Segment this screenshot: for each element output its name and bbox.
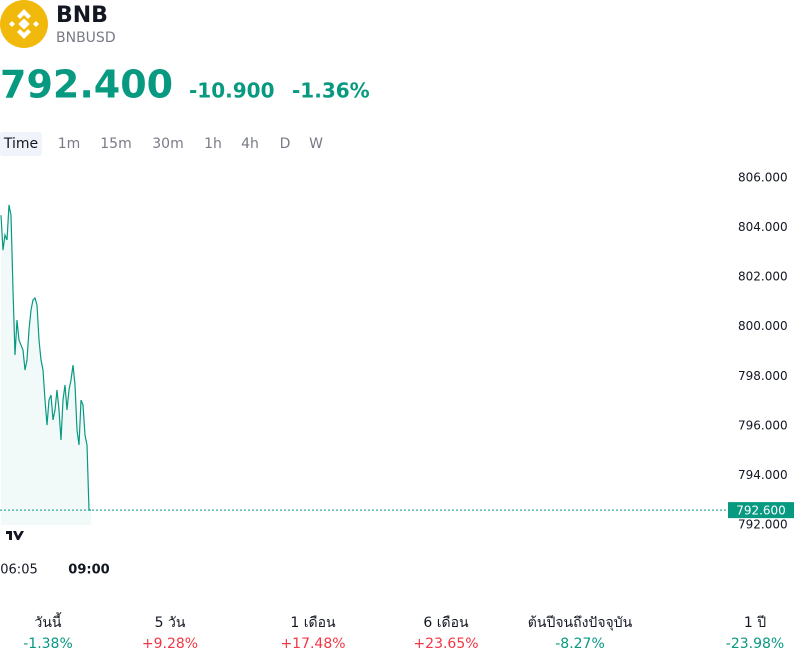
period-label[interactable]: 1 ปี	[744, 615, 766, 631]
period-label[interactable]: ต้นปีจนถึงปัจจุบัน	[528, 615, 633, 631]
period-value: +9.28%	[142, 636, 198, 652]
active-tab-bg	[0, 132, 42, 156]
interval-tab[interactable]: 1m	[58, 136, 81, 152]
y-tick-label: 804.000	[738, 220, 788, 234]
interval-tab[interactable]: Time	[3, 136, 38, 152]
ticker: BNBUSD	[56, 30, 116, 46]
period-label[interactable]: 6 เดือน	[423, 615, 469, 631]
period-label[interactable]: 1 เดือน	[290, 615, 336, 631]
tv-logo	[1, 523, 27, 549]
y-tick-label: 794.000	[738, 468, 788, 482]
y-tick-label: 802.000	[738, 270, 788, 284]
period-label[interactable]: 5 วัน	[155, 615, 186, 631]
period-value: -23.98%	[726, 636, 784, 652]
x-tick-label: 06:05	[0, 563, 37, 578]
y-tick-label: 800.000	[738, 319, 788, 333]
logo	[0, 0, 48, 48]
x-tick-label: 09:00	[68, 563, 109, 578]
price: 792.400	[0, 63, 173, 107]
y-tick-label: 792.000	[738, 518, 788, 532]
interval-tab[interactable]: 1h	[204, 136, 222, 152]
period-label[interactable]: วันนี้	[34, 612, 62, 631]
interval-tab[interactable]: 4h	[241, 136, 259, 152]
last-price-label: 792.600	[736, 504, 786, 518]
interval-tab[interactable]: 15m	[100, 136, 131, 152]
area	[1, 205, 91, 526]
period-value: -8.27%	[555, 636, 605, 652]
change: -10.900	[189, 79, 274, 103]
period-value: -1.38%	[23, 636, 73, 652]
y-tick-label: 798.000	[738, 369, 788, 383]
y-tick-label: 796.000	[738, 418, 788, 432]
period-value: +23.65%	[413, 636, 478, 652]
price-line	[0, 204, 92, 511]
interval-tab[interactable]: W	[309, 136, 323, 152]
last-price-badge	[728, 502, 794, 519]
period-value: +17.48%	[280, 636, 345, 652]
y-tick-label: 806.000	[738, 171, 788, 185]
change-percent: -1.36%	[292, 79, 370, 103]
interval-tab[interactable]: 30m	[152, 136, 183, 152]
interval-tab[interactable]: D	[280, 136, 291, 152]
symbol: BNB	[56, 3, 108, 28]
